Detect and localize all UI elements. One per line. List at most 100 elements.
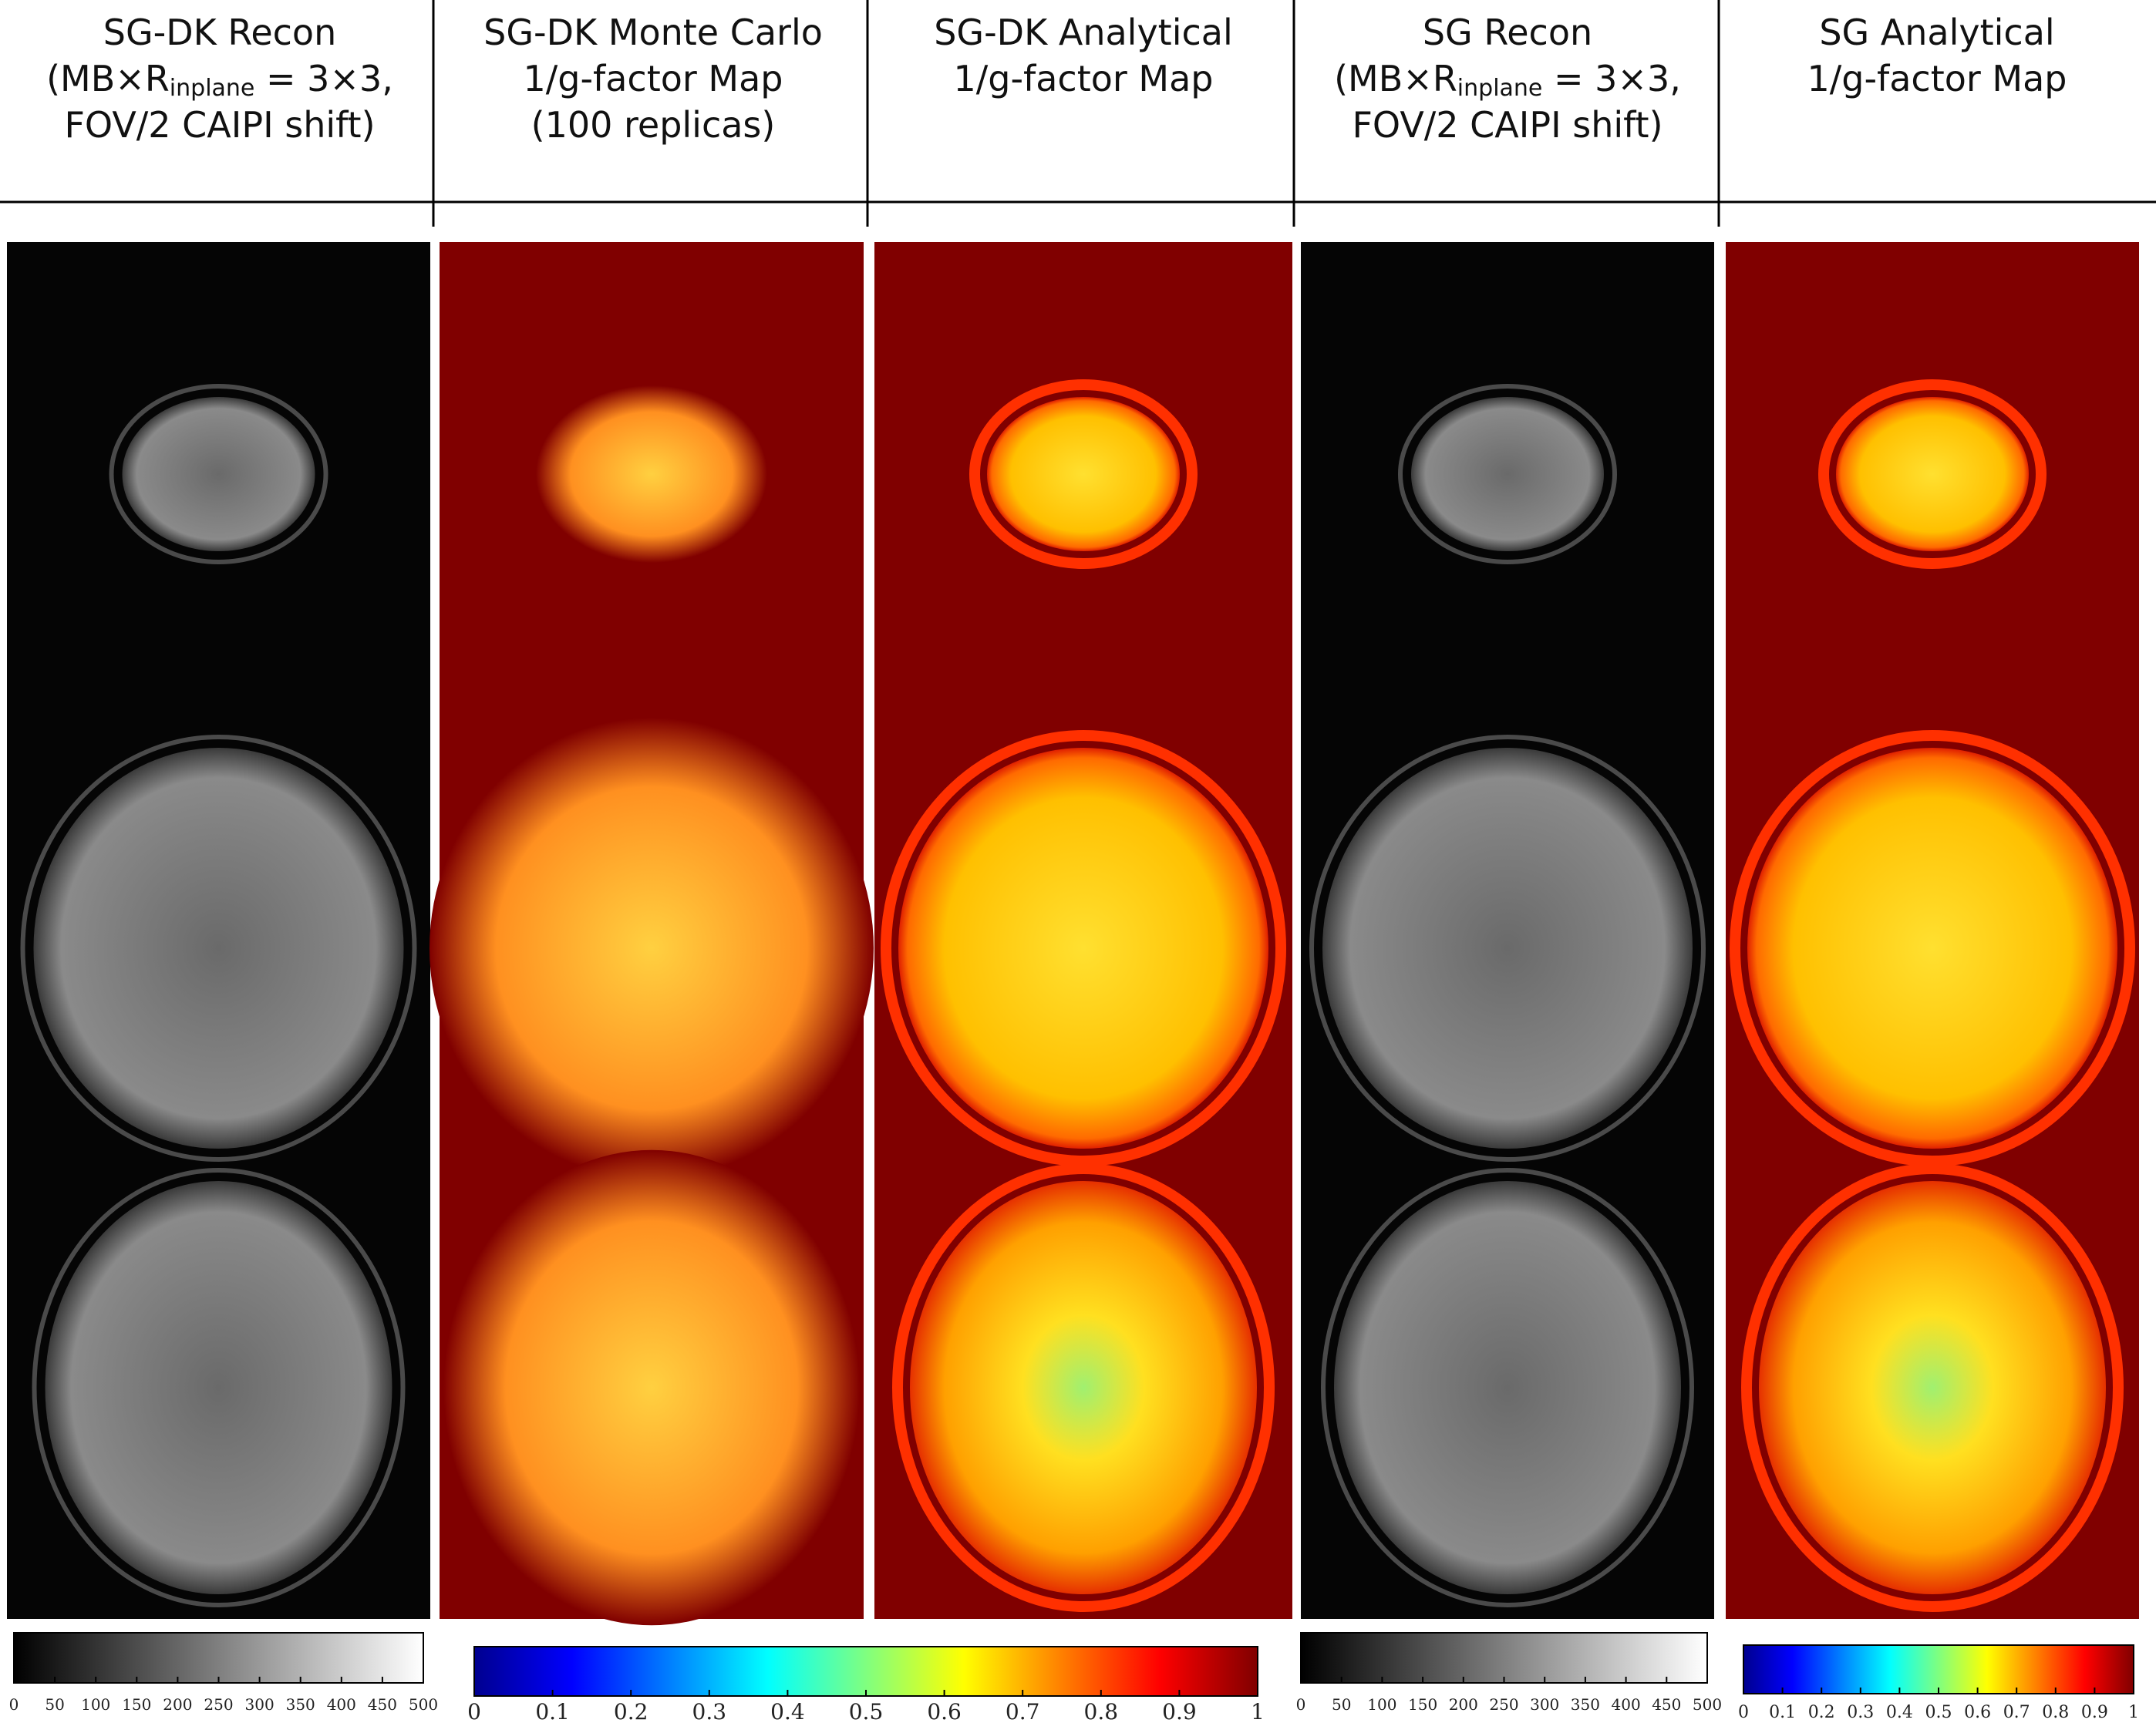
tick-label: 1: [2128, 1703, 2139, 1722]
tick-label: 0.3: [1847, 1703, 1874, 1722]
scalp-ring: [1741, 1163, 2124, 1612]
tick-label: 500: [409, 1695, 438, 1714]
column-title: FOV/2 CAIPI shift): [1352, 104, 1662, 146]
gfactor-slice: [430, 718, 874, 1179]
tick-label: 300: [245, 1695, 275, 1714]
tick-label: 0.4: [1886, 1703, 1913, 1722]
tick-label: 0.5: [849, 1699, 884, 1725]
tick-label: 0: [1296, 1695, 1306, 1714]
tick-label: 0.8: [1084, 1699, 1119, 1725]
title-subscript: inplane: [1457, 75, 1543, 102]
tick-label: 0: [467, 1699, 481, 1725]
tick-label: 0.6: [1964, 1703, 1991, 1722]
title-text: = 3×3,: [254, 58, 393, 99]
colorbar: 0 0.1 0.2 0.3 0.4 0.5 0.6 0.7 0.8 0.9 1: [467, 1646, 1265, 1725]
tick-label: 250: [204, 1695, 233, 1714]
tick-label: 450: [1652, 1695, 1681, 1714]
tick-label: 50: [45, 1695, 64, 1714]
tick-label: 1: [1251, 1699, 1265, 1725]
scalp-ring: [969, 379, 1198, 569]
gfactor-slice: [987, 397, 1180, 551]
tick-label: 0.9: [2081, 1703, 2108, 1722]
tick-label: 150: [122, 1695, 151, 1714]
brain-slice: [1334, 1181, 1681, 1594]
tick-label: 0.1: [535, 1699, 570, 1725]
skull-ring: [1321, 1168, 1694, 1607]
tick-label: 100: [1367, 1695, 1396, 1714]
column-title: FOV/2 CAIPI shift): [64, 104, 375, 146]
colorbar: 0 50 100 150 200 250 300 350 400 450 500: [1296, 1632, 1722, 1714]
skull-ring: [1398, 384, 1617, 564]
brain-slice: [1322, 748, 1693, 1149]
column-title: SG-DK Recon: [103, 12, 336, 53]
tick-label: 400: [327, 1695, 356, 1714]
brain-slice: [33, 748, 404, 1149]
gfactor-slice: [1747, 748, 2117, 1149]
skull-ring: [1309, 735, 1706, 1162]
tick-label: 100: [81, 1695, 110, 1714]
column-title: (MB×Rinplane = 3×3,: [46, 58, 393, 102]
tick-label: 50: [1332, 1695, 1351, 1714]
colorbar: 0 0.1 0.2 0.3 0.4 0.5 0.6 0.7 0.8 0.9 1: [1738, 1644, 2139, 1722]
tick-label: 0.6: [927, 1699, 962, 1725]
column-title: SG-DK Monte Carlo: [483, 12, 823, 53]
gfactor-slice: [443, 1149, 860, 1626]
tick-label: 400: [1612, 1695, 1641, 1714]
tick-label: 200: [163, 1695, 192, 1714]
skull-ring: [109, 384, 328, 564]
title-text: (MB×R: [46, 58, 170, 99]
tick-label: 350: [1571, 1695, 1600, 1714]
column-title: 1/g-factor Map: [1807, 58, 2067, 99]
brain-slice: [1411, 397, 1604, 551]
column-title: SG Recon: [1423, 12, 1592, 53]
skull-ring: [32, 1168, 406, 1607]
gfactor-slice: [536, 385, 767, 563]
column-title: SG Analytical: [1819, 12, 2054, 53]
tick-label: 150: [1408, 1695, 1437, 1714]
tick-label: 0.5: [1925, 1703, 1952, 1722]
tick-label: 0.2: [1808, 1703, 1835, 1722]
column-title: (MB×Rinplane = 3×3,: [1334, 58, 1681, 102]
colorbar-gradient: [1300, 1632, 1708, 1684]
tick-label: 0: [9, 1695, 19, 1714]
colorbar: 0 50 100 150 200 250 300 350 400 450 500: [9, 1632, 438, 1714]
tick-label: 450: [368, 1695, 397, 1714]
colorbar-gradient: [13, 1632, 424, 1684]
image-panel: [874, 242, 1292, 1619]
image-panel: [430, 242, 874, 1626]
column-title: 1/g-factor Map: [953, 58, 1213, 99]
image-panel: [1726, 242, 2139, 1619]
title-text: = 3×3,: [1542, 58, 1681, 99]
gfactor-slice: [1836, 397, 2029, 551]
scalp-ring: [892, 1163, 1275, 1612]
scalp-ring: [1730, 730, 2135, 1166]
tick-label: 250: [1489, 1695, 1518, 1714]
title-text: (MB×R: [1334, 58, 1457, 99]
image-panel: [7, 242, 430, 1619]
tick-label: 0: [1738, 1703, 1749, 1722]
tick-label: 0.8: [2042, 1703, 2069, 1722]
colorbar-gradient: [1743, 1644, 2134, 1694]
tick-label: 0.9: [1162, 1699, 1197, 1725]
title-subscript: inplane: [170, 75, 255, 102]
scalp-ring: [1818, 379, 2047, 569]
tick-label: 0.4: [770, 1699, 805, 1725]
tick-label: 0.3: [692, 1699, 727, 1725]
gfactor-slice: [910, 1181, 1257, 1594]
tick-label: 0.2: [614, 1699, 648, 1725]
tick-label: 500: [1693, 1695, 1722, 1714]
column-title: (100 replicas): [531, 104, 776, 146]
column-title: SG-DK Analytical: [934, 12, 1233, 53]
tick-label: 0.7: [1006, 1699, 1040, 1725]
tick-label: 300: [1530, 1695, 1559, 1714]
column-title: 1/g-factor Map: [523, 58, 783, 99]
tick-label: 200: [1449, 1695, 1478, 1714]
gfactor-slice: [1759, 1181, 2106, 1594]
gfactor-slice: [898, 748, 1268, 1149]
skull-ring: [20, 735, 417, 1162]
tick-label: 0.1: [1769, 1703, 1796, 1722]
tick-label: 0.7: [2003, 1703, 2030, 1722]
colorbar-gradient: [473, 1646, 1258, 1697]
brain-slice: [122, 397, 315, 551]
